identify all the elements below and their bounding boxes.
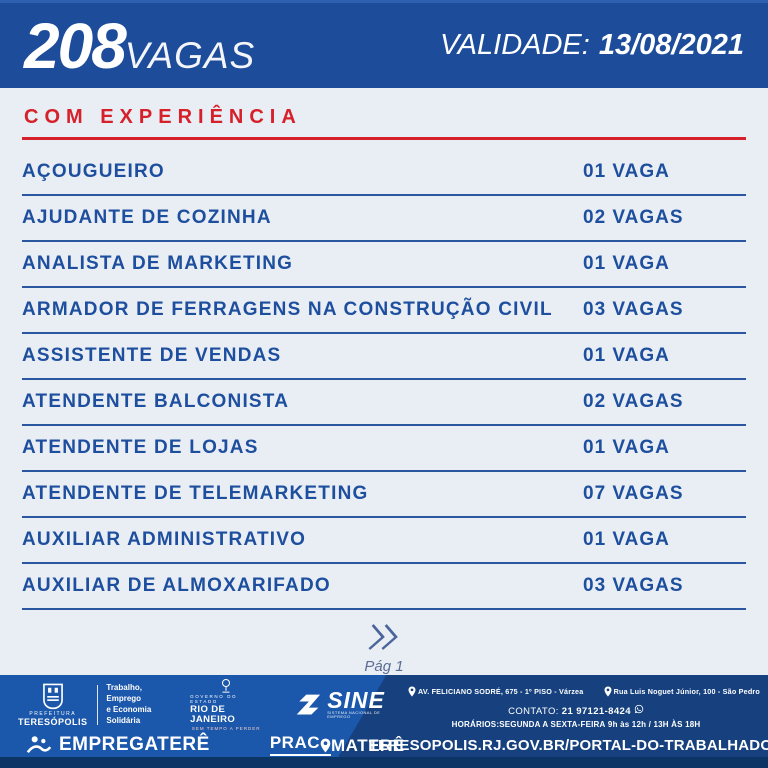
state-crest-icon <box>219 678 233 695</box>
table-row: ATENDENTE DE TELEMARKETING 07 VAGAS <box>22 472 746 518</box>
whatsapp-icon <box>634 704 644 714</box>
job-count: 02 VAGAS <box>583 207 684 228</box>
addresses-row: AV. FELICIANO SODRÉ, 675 - 1º PISO - Vár… <box>392 686 760 697</box>
portal-url-link[interactable]: TERESOPOLIS.RJ.GOV.BR/PORTAL-DO-TRABALHA… <box>368 737 768 754</box>
contact-label: CONTATO: <box>508 706 559 717</box>
city-crest-icon <box>40 682 66 710</box>
job-title: ANALISTA DE MARKETING <box>22 253 294 274</box>
vacancy-count-group: 208 VAGAS <box>24 14 255 78</box>
table-row: AJUDANTE DE COZINHA 02 VAGAS <box>22 196 746 242</box>
footer-dark-panel <box>331 675 768 768</box>
pracimatere-prefix: PRAC <box>269 733 321 752</box>
table-row: ANALISTA DE MARKETING 01 VAGA <box>22 242 746 288</box>
job-list: AÇOUGUEIRO 01 VAGA AJUDANTE DE COZINHA 0… <box>22 150 746 610</box>
contact-phone: 21 97121-8424 <box>561 706 631 717</box>
sine-tagline: SISTEMA NACIONAL DE EMPREGO <box>327 709 381 720</box>
prefeitura-logo: PREFEITURA TERESÓPOLIS <box>18 682 88 727</box>
job-title: ATENDENTE BALCONISTA <box>22 391 290 412</box>
address-1: AV. FELICIANO SODRÉ, 675 - 1º PISO - Vár… <box>408 686 583 697</box>
pagination: Pág 1 <box>0 610 768 675</box>
job-count: 01 VAGA <box>583 437 670 458</box>
address-2-text: Rua Luis Noguet Júnior, 100 - São Pedro <box>613 687 760 696</box>
job-count: 07 VAGAS <box>583 483 684 504</box>
job-title: AUXILIAR ADMINISTRATIVO <box>22 529 307 550</box>
hours-days: SEGUNDA A SEXTA-FEIRA <box>499 720 606 729</box>
job-count: 03 VAGAS <box>583 575 684 596</box>
job-title: ASSISTENTE DE VENDAS <box>22 345 282 366</box>
validity-label: VALIDADE: <box>439 29 590 61</box>
section-head: COM EXPERIÊNCIA <box>0 88 768 140</box>
job-title: AJUDANTE DE COZINHA <box>22 207 272 228</box>
sine-text: SINE SISTEMA NACIONAL DE EMPREGO <box>327 687 390 720</box>
address-1-text: AV. FELICIANO SODRÉ, 675 - 1º PISO - Vár… <box>418 687 584 696</box>
sine-logo: SINE SISTEMA NACIONAL DE EMPREGO <box>293 687 390 720</box>
hours-time: 9h às 12h / 13H ÀS 18H <box>607 720 701 729</box>
prefeitura-label: PREFEITURA <box>29 711 77 718</box>
address-2: Rua Luis Noguet Júnior, 100 - São Pedro <box>604 686 760 697</box>
hours-line: HORÁRIOS:SEGUNDA A SEXTA-FEIRA 9h às 12h… <box>452 720 701 729</box>
header-bar: 208 VAGAS VALIDADE: 13/08/2021 <box>0 0 768 88</box>
table-row: ATENDENTE DE LOJAS 01 VAGA <box>22 426 746 472</box>
pracimatere-suffix: MATERÊ <box>331 736 405 755</box>
pin-icon <box>408 686 416 697</box>
section-underline <box>22 137 746 140</box>
pin-icon <box>604 686 612 697</box>
prefeitura-city: TERESÓPOLIS <box>18 716 88 727</box>
secretaria-line: e Economia <box>106 705 152 714</box>
institution-logos-row: PREFEITURA TERESÓPOLIS Trabalho, Emprego… <box>18 679 390 731</box>
table-row: AÇOUGUEIRO 01 VAGA <box>22 150 746 196</box>
pracimatere-logo: PRAC MATERÊ <box>269 733 405 756</box>
double-chevron-right-icon[interactable] <box>362 622 406 652</box>
table-row: ATENDENTE BALCONISTA 02 VAGAS <box>22 380 746 426</box>
validity-date: 13/08/2021 <box>598 29 744 61</box>
secretaria-label: Trabalho, Emprego e Economia Solidária <box>106 683 169 726</box>
table-row: ASSISTENTE DE VENDAS 01 VAGA <box>22 334 746 380</box>
contact-line: CONTATO: 21 97121-8424 <box>508 704 644 717</box>
job-count: 01 VAGA <box>583 161 670 182</box>
governo-tagline: SEM TEMPO A PERDER <box>191 725 261 731</box>
sine-name: SINE <box>327 687 385 714</box>
empregatere-icon <box>26 735 52 754</box>
job-title: AÇOUGUEIRO <box>22 161 165 182</box>
programs-row: EMPREGATERÊ PRAC MATERÊ <box>18 733 404 756</box>
table-row: AUXILIAR ADMINISTRATIVO 01 VAGA <box>22 518 746 564</box>
table-row: AUXILIAR DE ALMOXARIFADO 03 VAGAS <box>22 564 746 610</box>
governo-state: RIO DE JANEIRO <box>190 704 236 726</box>
vacancy-count: 208 <box>24 9 127 82</box>
vacancy-count-label: VAGAS <box>124 34 256 76</box>
job-count: 03 VAGAS <box>583 299 684 320</box>
governo-rj-logo: GOVERNO DO ESTADO RIO DE JANEIRO SEM TEM… <box>190 678 262 732</box>
footer-contact: AV. FELICIANO SODRÉ, 675 - 1º PISO - Vár… <box>369 675 768 754</box>
job-title: ATENDENTE DE LOJAS <box>22 437 259 458</box>
job-count: 01 VAGA <box>583 253 670 274</box>
logo-divider <box>96 685 98 725</box>
page-indicator: Pág 1 <box>364 658 404 675</box>
job-title: ARMADOR DE FERRAGENS NA CONSTRUÇÃO CIVIL <box>22 299 553 320</box>
empregatere-logo: EMPREGATERÊ <box>26 734 210 756</box>
job-count: 02 VAGAS <box>583 391 684 412</box>
secretaria-line: Trabalho, Emprego <box>106 683 142 704</box>
table-row: ARMADOR DE FERRAGENS NA CONSTRUÇÃO CIVIL… <box>22 288 746 334</box>
empregatere-label: EMPREGATERÊ <box>59 733 210 755</box>
job-title: AUXILIAR DE ALMOXARIFADO <box>22 575 331 596</box>
footer-bottom-strip <box>0 757 768 768</box>
pin-icon <box>320 738 331 753</box>
job-count: 01 VAGA <box>583 345 670 366</box>
hours-label: HORÁRIOS: <box>451 720 500 729</box>
validity: VALIDADE: 13/08/2021 <box>440 29 744 62</box>
footer-logos: PREFEITURA TERESÓPOLIS Trabalho, Emprego… <box>0 675 404 756</box>
section-title: COM EXPERIÊNCIA <box>24 106 302 128</box>
sine-icon <box>293 692 323 718</box>
footer: PREFEITURA TERESÓPOLIS Trabalho, Emprego… <box>0 675 768 768</box>
secretaria-line: Solidária <box>106 715 141 725</box>
job-title: ATENDENTE DE TELEMARKETING <box>22 483 369 504</box>
governo-label: GOVERNO DO ESTADO <box>190 694 238 705</box>
pracimatere-prefix-group: PRAC <box>269 733 332 756</box>
job-count: 01 VAGA <box>583 529 670 550</box>
